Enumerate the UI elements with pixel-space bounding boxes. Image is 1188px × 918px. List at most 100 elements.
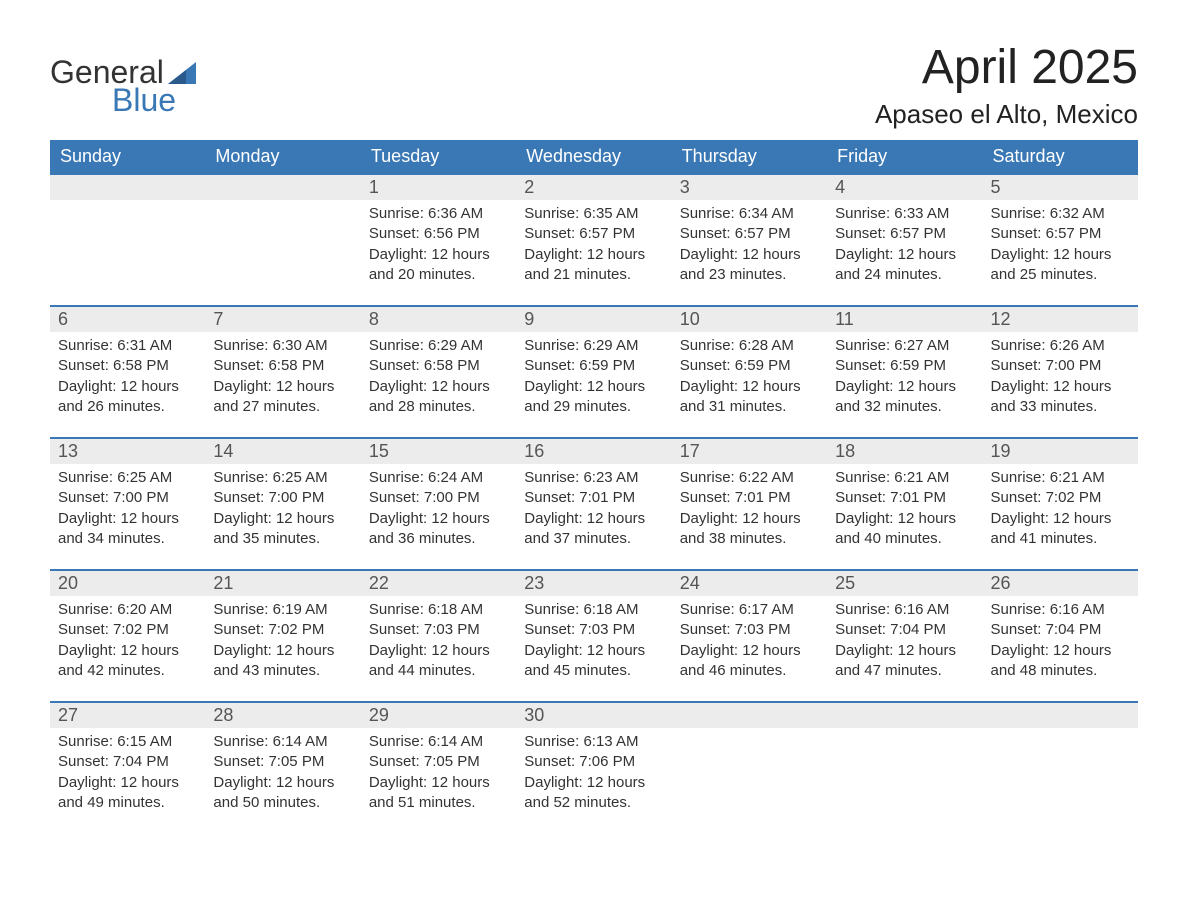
day-body: Sunrise: 6:20 AMSunset: 7:02 PMDaylight:…: [50, 596, 205, 689]
daylight-text-2: and 48 minutes.: [991, 661, 1130, 681]
calendar-cell: 18Sunrise: 6:21 AMSunset: 7:01 PMDayligh…: [827, 437, 982, 569]
daylight-text-2: and 29 minutes.: [524, 397, 663, 417]
daylight-text-2: and 49 minutes.: [58, 793, 197, 813]
daylight-text-2: and 41 minutes.: [991, 529, 1130, 549]
calendar-cell: [672, 701, 827, 833]
day-number: 9: [516, 305, 671, 332]
calendar-cell: 4Sunrise: 6:33 AMSunset: 6:57 PMDaylight…: [827, 173, 982, 305]
sunrise-text: Sunrise: 6:25 AM: [58, 468, 197, 488]
weekday-header: Wednesday: [516, 140, 671, 173]
day-body: Sunrise: 6:22 AMSunset: 7:01 PMDaylight:…: [672, 464, 827, 557]
day-number: 21: [205, 569, 360, 596]
sunset-text: Sunset: 6:58 PM: [58, 356, 197, 376]
calendar-cell: 2Sunrise: 6:35 AMSunset: 6:57 PMDaylight…: [516, 173, 671, 305]
sunset-text: Sunset: 7:01 PM: [835, 488, 974, 508]
day-number: 27: [50, 701, 205, 728]
day-body: Sunrise: 6:35 AMSunset: 6:57 PMDaylight:…: [516, 200, 671, 293]
daylight-text-1: Daylight: 12 hours: [369, 509, 508, 529]
weekday-header: Friday: [827, 140, 982, 173]
day-number: 13: [50, 437, 205, 464]
sunrise-text: Sunrise: 6:25 AM: [213, 468, 352, 488]
sunset-text: Sunset: 7:03 PM: [369, 620, 508, 640]
day-body: Sunrise: 6:14 AMSunset: 7:05 PMDaylight:…: [205, 728, 360, 821]
sunset-text: Sunset: 7:02 PM: [58, 620, 197, 640]
daylight-text-1: Daylight: 12 hours: [58, 377, 197, 397]
weekday-header-row: SundayMondayTuesdayWednesdayThursdayFrid…: [50, 140, 1138, 173]
sunrise-text: Sunrise: 6:34 AM: [680, 204, 819, 224]
calendar-cell: 25Sunrise: 6:16 AMSunset: 7:04 PMDayligh…: [827, 569, 982, 701]
sunset-text: Sunset: 7:05 PM: [369, 752, 508, 772]
calendar-cell: 29Sunrise: 6:14 AMSunset: 7:05 PMDayligh…: [361, 701, 516, 833]
sunrise-text: Sunrise: 6:36 AM: [369, 204, 508, 224]
calendar-cell: 16Sunrise: 6:23 AMSunset: 7:01 PMDayligh…: [516, 437, 671, 569]
daylight-text-1: Daylight: 12 hours: [680, 377, 819, 397]
calendar-cell: 1Sunrise: 6:36 AMSunset: 6:56 PMDaylight…: [361, 173, 516, 305]
daylight-text-2: and 52 minutes.: [524, 793, 663, 813]
sunrise-text: Sunrise: 6:24 AM: [369, 468, 508, 488]
sunrise-text: Sunrise: 6:29 AM: [524, 336, 663, 356]
header: General Blue April 2025 Apaseo el Alto, …: [50, 40, 1138, 130]
daylight-text-2: and 43 minutes.: [213, 661, 352, 681]
sunrise-text: Sunrise: 6:17 AM: [680, 600, 819, 620]
daylight-text-1: Daylight: 12 hours: [213, 377, 352, 397]
calendar-cell: [205, 173, 360, 305]
location: Apaseo el Alto, Mexico: [875, 99, 1138, 130]
sunset-text: Sunset: 7:06 PM: [524, 752, 663, 772]
daylight-text-2: and 42 minutes.: [58, 661, 197, 681]
sunset-text: Sunset: 6:58 PM: [369, 356, 508, 376]
daylight-text-2: and 38 minutes.: [680, 529, 819, 549]
daylight-text-1: Daylight: 12 hours: [369, 377, 508, 397]
calendar-cell: 24Sunrise: 6:17 AMSunset: 7:03 PMDayligh…: [672, 569, 827, 701]
day-number: 25: [827, 569, 982, 596]
calendar-cell: 6Sunrise: 6:31 AMSunset: 6:58 PMDaylight…: [50, 305, 205, 437]
daylight-text-2: and 26 minutes.: [58, 397, 197, 417]
calendar-cell: 23Sunrise: 6:18 AMSunset: 7:03 PMDayligh…: [516, 569, 671, 701]
daylight-text-1: Daylight: 12 hours: [213, 509, 352, 529]
daylight-text-2: and 28 minutes.: [369, 397, 508, 417]
sunset-text: Sunset: 6:58 PM: [213, 356, 352, 376]
sunset-text: Sunset: 7:05 PM: [213, 752, 352, 772]
daylight-text-2: and 40 minutes.: [835, 529, 974, 549]
daylight-text-1: Daylight: 12 hours: [58, 641, 197, 661]
day-number: 5: [983, 173, 1138, 200]
title-block: April 2025 Apaseo el Alto, Mexico: [875, 40, 1138, 130]
daylight-text-1: Daylight: 12 hours: [835, 509, 974, 529]
calendar-week-row: 27Sunrise: 6:15 AMSunset: 7:04 PMDayligh…: [50, 701, 1138, 833]
day-body: Sunrise: 6:31 AMSunset: 6:58 PMDaylight:…: [50, 332, 205, 425]
calendar-cell: 5Sunrise: 6:32 AMSunset: 6:57 PMDaylight…: [983, 173, 1138, 305]
calendar-cell: 26Sunrise: 6:16 AMSunset: 7:04 PMDayligh…: [983, 569, 1138, 701]
day-number: 20: [50, 569, 205, 596]
sunrise-text: Sunrise: 6:27 AM: [835, 336, 974, 356]
day-number: 7: [205, 305, 360, 332]
day-number: 23: [516, 569, 671, 596]
sunrise-text: Sunrise: 6:18 AM: [369, 600, 508, 620]
day-number: 18: [827, 437, 982, 464]
daylight-text-1: Daylight: 12 hours: [213, 773, 352, 793]
sunset-text: Sunset: 6:57 PM: [991, 224, 1130, 244]
daylight-text-2: and 37 minutes.: [524, 529, 663, 549]
day-body: Sunrise: 6:33 AMSunset: 6:57 PMDaylight:…: [827, 200, 982, 293]
calendar-cell: 9Sunrise: 6:29 AMSunset: 6:59 PMDaylight…: [516, 305, 671, 437]
sunset-text: Sunset: 7:04 PM: [58, 752, 197, 772]
day-body: Sunrise: 6:17 AMSunset: 7:03 PMDaylight:…: [672, 596, 827, 689]
calendar-cell: 13Sunrise: 6:25 AMSunset: 7:00 PMDayligh…: [50, 437, 205, 569]
day-number: 12: [983, 305, 1138, 332]
day-body: Sunrise: 6:28 AMSunset: 6:59 PMDaylight:…: [672, 332, 827, 425]
calendar-cell: 17Sunrise: 6:22 AMSunset: 7:01 PMDayligh…: [672, 437, 827, 569]
sunrise-text: Sunrise: 6:13 AM: [524, 732, 663, 752]
day-number: 10: [672, 305, 827, 332]
day-number: 16: [516, 437, 671, 464]
sunset-text: Sunset: 7:03 PM: [680, 620, 819, 640]
sunset-text: Sunset: 6:59 PM: [524, 356, 663, 376]
day-body: Sunrise: 6:30 AMSunset: 6:58 PMDaylight:…: [205, 332, 360, 425]
daylight-text-2: and 35 minutes.: [213, 529, 352, 549]
calendar-cell: 8Sunrise: 6:29 AMSunset: 6:58 PMDaylight…: [361, 305, 516, 437]
logo-text-blue: Blue: [112, 82, 176, 119]
day-body: Sunrise: 6:36 AMSunset: 6:56 PMDaylight:…: [361, 200, 516, 293]
day-body: Sunrise: 6:16 AMSunset: 7:04 PMDaylight:…: [983, 596, 1138, 689]
daylight-text-1: Daylight: 12 hours: [680, 509, 819, 529]
calendar-cell: 20Sunrise: 6:20 AMSunset: 7:02 PMDayligh…: [50, 569, 205, 701]
daylight-text-2: and 45 minutes.: [524, 661, 663, 681]
sunset-text: Sunset: 6:59 PM: [835, 356, 974, 376]
month-title: April 2025: [875, 40, 1138, 95]
